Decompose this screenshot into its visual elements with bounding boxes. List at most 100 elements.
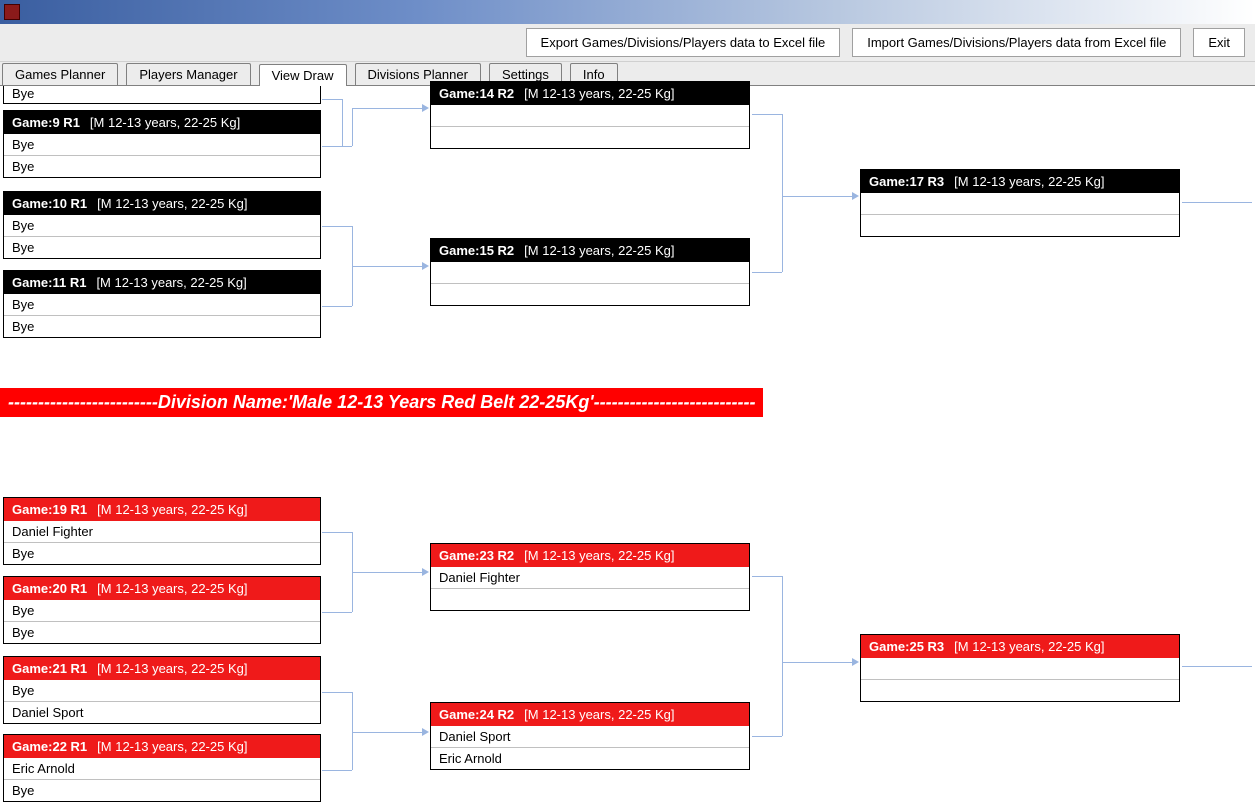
game-subtitle: [M 12-13 years, 22-25 Kg] <box>954 639 1104 654</box>
game-header: Game:24 R2 [M 12-13 years, 22-25 Kg] <box>431 703 749 726</box>
connector <box>782 196 852 197</box>
game-box-g19[interactable]: Game:19 R1[M 12-13 years, 22-25 Kg]Danie… <box>3 497 321 565</box>
toolbar: Export Games/Divisions/Players data to E… <box>0 24 1255 62</box>
connector <box>1182 202 1252 203</box>
player-slot[interactable] <box>861 680 1179 701</box>
player-slot[interactable]: Bye <box>4 680 320 702</box>
game-subtitle: [M 12-13 years, 22-25 Kg] <box>90 115 240 130</box>
connector <box>852 658 859 666</box>
player-slot[interactable]: Bye <box>4 156 320 177</box>
connector <box>782 114 783 272</box>
game-box-g21[interactable]: Game:21 R1 [M 12-13 years, 22-25 Kg] ByeDa… <box>3 656 321 724</box>
game-title: Game:21 R1 <box>12 661 87 676</box>
game-subtitle: [M 12-13 years, 22-25 Kg] <box>97 581 247 596</box>
player-slot[interactable]: Bye <box>4 780 320 801</box>
game-subtitle: [M 12-13 years, 22-25 Kg] <box>96 275 246 290</box>
clipped-bye-row: Bye <box>3 86 321 104</box>
game-header: Game:14 R2 [M 12-13 years, 22-25 Kg] <box>431 82 749 105</box>
player-slot[interactable]: Daniel Fighter <box>4 521 320 543</box>
player-slot[interactable] <box>861 215 1179 236</box>
game-box-g25[interactable]: Game:25 R3 [M 12-13 years, 22-25 Kg] <box>860 634 1180 702</box>
game-title: Game:23 R2 <box>439 548 514 563</box>
player-slot[interactable]: Bye <box>4 134 320 156</box>
game-box-g10[interactable]: Game:10 R1 [M 12-13 years, 22-25 Kg] ByeBy… <box>3 191 321 259</box>
player-slot[interactable]: Bye <box>4 622 320 643</box>
game-box-g17[interactable]: Game:17 R3 [M 12-13 years, 22-25 Kg] <box>860 169 1180 237</box>
exit-button[interactable]: Exit <box>1193 28 1245 57</box>
game-title: Game:10 R1 <box>12 196 87 211</box>
game-header: Game:23 R2 [M 12-13 years, 22-25 Kg] <box>431 544 749 567</box>
game-title: Game:25 R3 <box>869 639 944 654</box>
game-box-partial_r2_top[interactable]: Game:14 R2 [M 12-13 years, 22-25 Kg] <box>430 81 750 149</box>
connector <box>322 532 352 533</box>
tab-view-draw[interactable]: View Draw <box>259 64 347 86</box>
connector <box>322 146 352 147</box>
game-box-g23[interactable]: Game:23 R2 [M 12-13 years, 22-25 Kg] Danie… <box>430 543 750 611</box>
game-header: Game:19 R1[M 12-13 years, 22-25 Kg] <box>4 498 320 521</box>
player-slot[interactable] <box>431 127 749 148</box>
game-title: Game:24 R2 <box>439 707 514 722</box>
player-slot[interactable]: Bye <box>4 237 320 258</box>
game-subtitle: [M 12-13 years, 22-25 Kg] <box>97 661 247 676</box>
game-title: Game:14 R2 <box>439 86 514 101</box>
connector <box>352 108 353 146</box>
game-subtitle: [M 12-13 years, 22-25 Kg] <box>97 502 247 517</box>
connector <box>322 226 352 227</box>
player-slot[interactable]: Daniel Fighter <box>431 567 749 589</box>
connector <box>322 306 352 307</box>
game-subtitle: [M 12-13 years, 22-25 Kg] <box>524 86 674 101</box>
player-slot[interactable] <box>431 105 749 127</box>
player-slot[interactable] <box>431 284 749 305</box>
game-box-g24[interactable]: Game:24 R2 [M 12-13 years, 22-25 Kg] Danie… <box>430 702 750 770</box>
game-subtitle: [M 12-13 years, 22-25 Kg] <box>97 196 247 211</box>
game-subtitle: [M 12-13 years, 22-25 Kg] <box>524 548 674 563</box>
game-title: Game:20 R1 <box>12 581 87 596</box>
game-title: Game:11 R1 <box>12 275 86 290</box>
player-slot[interactable] <box>861 658 1179 680</box>
player-slot[interactable]: Bye <box>4 543 320 564</box>
player-slot[interactable]: Bye <box>4 600 320 622</box>
connector <box>852 192 859 200</box>
player-slot[interactable]: Daniel Sport <box>4 702 320 723</box>
game-header: Game:25 R3 [M 12-13 years, 22-25 Kg] <box>861 635 1179 658</box>
game-title: Game:9 R1 <box>12 115 80 130</box>
connector <box>352 572 422 573</box>
game-box-g22[interactable]: Game:22 R1[M 12-13 years, 22-25 Kg]Eric … <box>3 734 321 802</box>
tab-players-manager[interactable]: Players Manager <box>126 63 250 85</box>
player-slot[interactable]: Eric Arnold <box>431 748 749 769</box>
game-box-g9[interactable]: Game:9 R1 [M 12-13 years, 22-25 Kg] ByeBye <box>3 110 321 178</box>
game-box-g15[interactable]: Game:15 R2[M 12-13 years, 22-25 Kg] <box>430 238 750 306</box>
game-header: Game:10 R1 [M 12-13 years, 22-25 Kg] <box>4 192 320 215</box>
connector <box>422 728 429 736</box>
connector <box>752 272 782 273</box>
player-slot[interactable] <box>431 262 749 284</box>
connector <box>422 568 429 576</box>
connector <box>342 99 343 146</box>
export-button[interactable]: Export Games/Divisions/Players data to E… <box>526 28 841 57</box>
import-button[interactable]: Import Games/Divisions/Players data from… <box>852 28 1181 57</box>
connector <box>782 662 852 663</box>
game-title: Game:17 R3 <box>869 174 944 189</box>
game-subtitle: [M 12-13 years, 22-25 Kg] <box>954 174 1104 189</box>
player-slot[interactable]: Bye <box>4 215 320 237</box>
game-header: Game:21 R1 [M 12-13 years, 22-25 Kg] <box>4 657 320 680</box>
game-box-g11[interactable]: Game:11 R1 [M 12-13 years, 22-25 Kg] ByeBy… <box>3 270 321 338</box>
tab-games-planner[interactable]: Games Planner <box>2 63 118 85</box>
app-icon <box>4 4 20 20</box>
connector <box>752 114 782 115</box>
player-slot[interactable]: Bye <box>4 294 320 316</box>
game-header: Game:17 R3 [M 12-13 years, 22-25 Kg] <box>861 170 1179 193</box>
connector <box>422 262 429 270</box>
player-slot[interactable]: Eric Arnold <box>4 758 320 780</box>
player-slot[interactable] <box>861 193 1179 215</box>
titlebar <box>0 0 1255 24</box>
game-subtitle: [M 12-13 years, 22-25 Kg] <box>97 739 247 754</box>
game-box-g20[interactable]: Game:20 R1 [M 12-13 years, 22-25 Kg] ByeBy… <box>3 576 321 644</box>
player-slot[interactable]: Bye <box>4 316 320 337</box>
player-slot[interactable] <box>431 589 749 610</box>
player-slot[interactable]: Daniel Sport <box>431 726 749 748</box>
game-title: Game:15 R2 <box>439 243 514 258</box>
game-subtitle: [M 12-13 years, 22-25 Kg] <box>524 707 674 722</box>
connector <box>322 612 352 613</box>
connector <box>782 576 783 736</box>
